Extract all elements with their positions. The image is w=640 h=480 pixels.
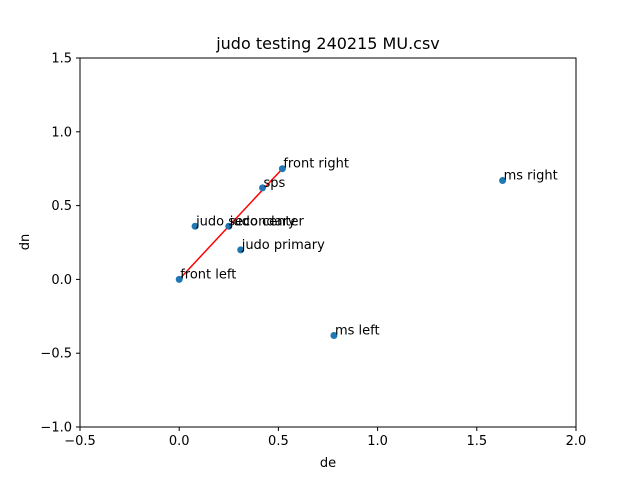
y-tick-label: 0.5 bbox=[51, 199, 72, 214]
scatter-point bbox=[175, 275, 183, 283]
point-label: ms right bbox=[504, 169, 558, 184]
point-label: judo primary bbox=[241, 238, 325, 253]
x-axis-ticks: −0.5 0.0 0.5 1.0 1.5 2.0 bbox=[64, 427, 586, 449]
y-axis-ticks: −1.0 −0.5 0.0 0.5 1.0 1.5 bbox=[40, 52, 80, 436]
scatter-points bbox=[175, 165, 507, 339]
y-tick-label: −0.5 bbox=[40, 347, 72, 362]
x-tick-label: 0.5 bbox=[268, 434, 289, 449]
plot-frame bbox=[79, 57, 577, 428]
scatter-point bbox=[225, 222, 233, 230]
point-label: sps bbox=[264, 176, 286, 191]
scatter-point bbox=[237, 246, 245, 254]
x-tick-label: 0.0 bbox=[169, 434, 190, 449]
y-axis-label: dn bbox=[18, 234, 33, 251]
point-label: front right bbox=[283, 157, 349, 172]
scatter-point bbox=[191, 222, 199, 230]
scatter-point bbox=[330, 331, 338, 339]
y-tick-label: 0.0 bbox=[51, 273, 72, 288]
x-tick-label: 2.0 bbox=[566, 434, 587, 449]
x-tick-label: 1.5 bbox=[466, 434, 487, 449]
point-label: front left bbox=[180, 267, 236, 282]
point-label: judo secondary bbox=[195, 214, 296, 229]
chart-title: judo testing 240215 MU.csv bbox=[215, 34, 440, 53]
scatter-point bbox=[499, 177, 507, 185]
x-tick-label: −0.5 bbox=[64, 434, 96, 449]
x-tick-label: 1.0 bbox=[367, 434, 388, 449]
y-tick-label: 1.0 bbox=[51, 125, 72, 140]
point-label: ms left bbox=[335, 323, 380, 338]
plot-area bbox=[80, 58, 576, 427]
scatter-point bbox=[278, 165, 286, 173]
y-tick-label: 1.5 bbox=[51, 52, 72, 67]
y-tick-label: −1.0 bbox=[40, 421, 72, 436]
point-label: judo center bbox=[229, 214, 305, 229]
x-axis-label: de bbox=[320, 456, 336, 471]
scatter-point bbox=[259, 184, 267, 192]
